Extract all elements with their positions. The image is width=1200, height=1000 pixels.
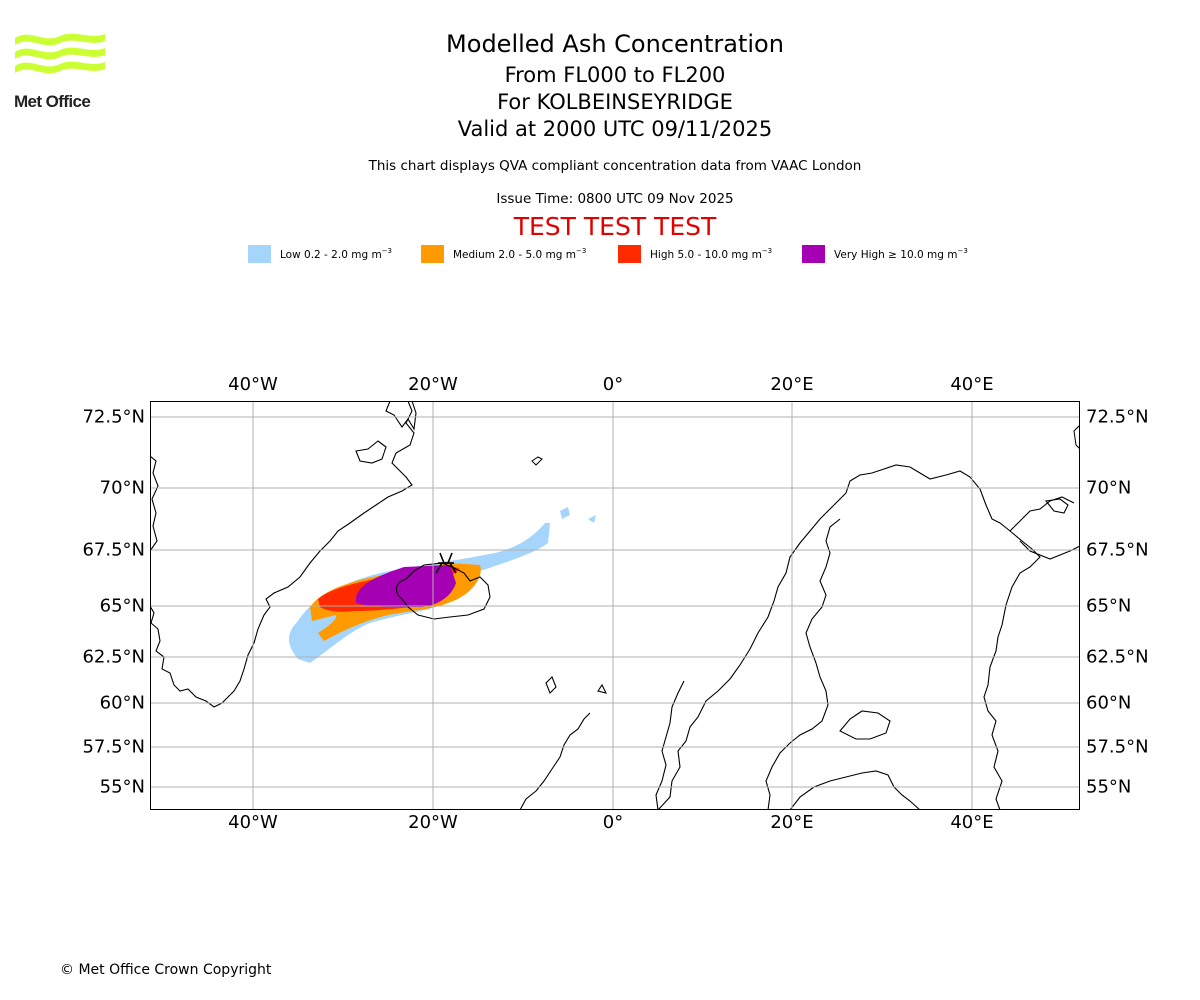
lat-label-right-62-5n: 62.5°N <box>1086 646 1149 668</box>
lon-label-bottom-40e: 40°E <box>950 812 994 833</box>
legend-label-very-high: Very High ≥ 10.0 mg m−3 <box>834 247 968 261</box>
lat-label-left-60n: 60°N <box>99 692 145 714</box>
legend-item-medium: Medium 2.0 - 5.0 mg m−3 <box>421 244 586 264</box>
scandinavia-coastline <box>655 464 1080 810</box>
issue-time: Issue Time: 0800 UTC 09 Nov 2025 <box>496 191 734 207</box>
lat-label-left-70n: 70°N <box>99 477 145 499</box>
lon-label-bottom-0: 0° <box>602 812 624 833</box>
legend-label-medium: Medium 2.0 - 5.0 mg m−3 <box>453 247 587 261</box>
lon-label-top-20e: 20°E <box>770 374 814 395</box>
lat-label-right-70n: 70°N <box>1086 477 1132 499</box>
lat-label-right-65n: 65°N <box>1086 595 1132 617</box>
lat-label-left-57-5n: 57.5°N <box>82 736 145 758</box>
british-isles-coastline <box>519 676 608 810</box>
met-office-wave-icon <box>15 33 105 74</box>
lat-label-left-72-5n: 72.5°N <box>82 406 145 428</box>
legend-item-very-high: Very High ≥ 10.0 mg m−3 <box>802 244 968 264</box>
lat-label-right-60n: 60°N <box>1086 692 1132 714</box>
map-border <box>150 401 1080 810</box>
volcano-name: For KOLBEINSEYRIDGE <box>497 90 733 114</box>
ash-very-high-region <box>356 565 456 607</box>
legend-swatch-high <box>618 245 641 263</box>
map-gridlines <box>150 401 1080 810</box>
jan-mayen-coastline <box>531 456 543 466</box>
lat-label-right-72-5n: 72.5°N <box>1086 406 1149 428</box>
flight-level-range: From FL000 to FL200 <box>504 63 726 87</box>
lat-label-right-57-5n: 57.5°N <box>1086 736 1149 758</box>
lon-label-top-40e: 40°E <box>950 374 994 395</box>
lon-label-top-0: 0° <box>602 374 624 395</box>
legend-swatch-low <box>248 245 271 263</box>
chart-title: Modelled Ash Concentration <box>446 30 784 58</box>
legend-item-high: High 5.0 - 10.0 mg m−3 <box>618 244 772 264</box>
legend-label-high: High 5.0 - 10.0 mg m−3 <box>650 247 773 261</box>
test-banner: TEST TEST TEST <box>513 212 717 241</box>
copyright-notice: © Met Office Crown Copyright <box>60 962 272 978</box>
lat-label-right-55n: 55°N <box>1086 776 1132 798</box>
legend-swatch-very-high <box>802 245 825 263</box>
lat-label-left-55n: 55°N <box>99 776 145 798</box>
lon-label-bottom-40w: 40°W <box>228 812 278 833</box>
legend-item-low: Low 0.2 - 2.0 mg m−3 <box>248 244 392 264</box>
lon-label-top-40w: 40°W <box>228 374 278 395</box>
lon-label-bottom-20e: 20°E <box>770 812 814 833</box>
lat-label-right-67-5n: 67.5°N <box>1086 539 1149 561</box>
logo-text: Met Office <box>14 92 91 111</box>
legend-swatch-medium <box>421 245 444 263</box>
chart-description: This chart displays QVA compliant concen… <box>368 158 862 174</box>
valid-time: Valid at 2000 UTC 09/11/2025 <box>457 117 773 141</box>
legend-label-low: Low 0.2 - 2.0 mg m−3 <box>280 247 393 261</box>
lat-label-left-65n: 65°N <box>99 595 145 617</box>
met-office-logo: Met Office <box>14 30 106 112</box>
lat-label-left-67-5n: 67.5°N <box>82 539 145 561</box>
greenland-coastline <box>150 401 417 708</box>
lon-label-top-20w: 20°W <box>408 374 458 395</box>
map-canvas[interactable] <box>150 401 1080 810</box>
lon-label-bottom-20w: 20°W <box>408 812 458 833</box>
svalbard-coastline <box>1073 424 1080 450</box>
volcano-marker-icon <box>435 552 457 574</box>
map-panel[interactable] <box>150 401 1080 810</box>
lat-label-left-62-5n: 62.5°N <box>82 646 145 668</box>
